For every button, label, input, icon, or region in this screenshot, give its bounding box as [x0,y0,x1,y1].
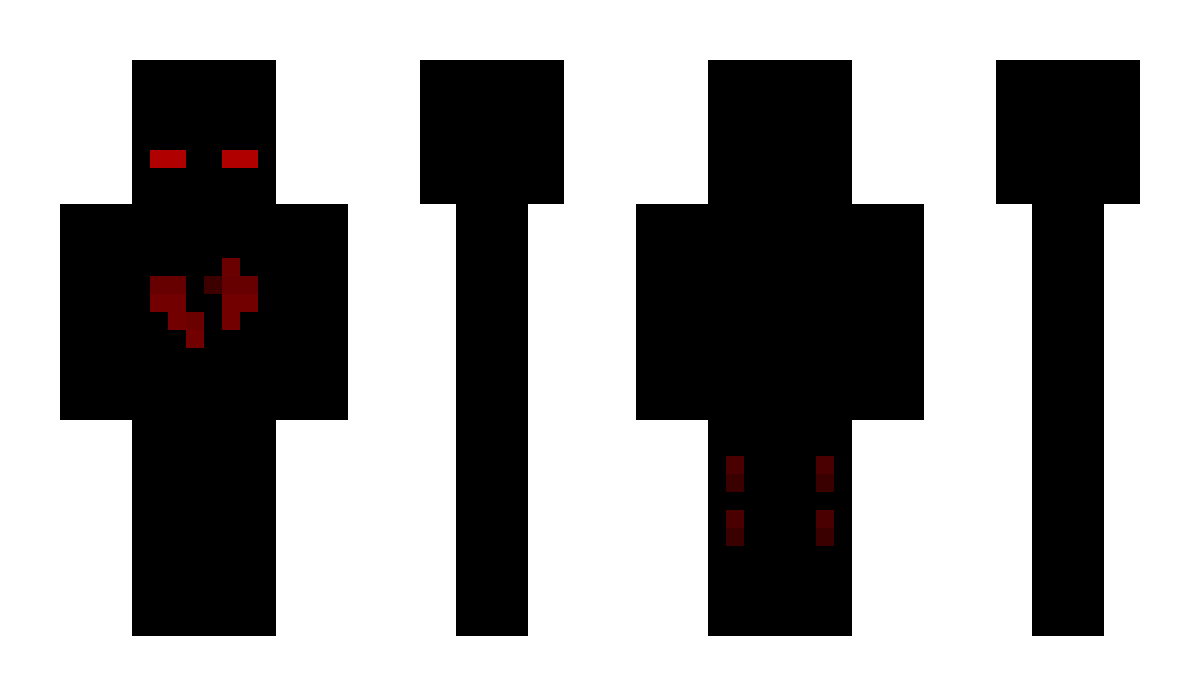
body-side [1032,204,1104,636]
arm-right-front [60,204,132,420]
arms-torso-back [636,204,924,420]
legs-front [132,420,276,636]
eye-right [222,150,258,168]
torso-front [132,204,276,420]
body-side [456,204,528,636]
head-side [996,60,1140,204]
head-side [420,60,564,204]
arm-left-front [276,204,348,420]
head-back [708,60,852,204]
head-front [132,60,276,204]
eye-left [150,150,186,168]
